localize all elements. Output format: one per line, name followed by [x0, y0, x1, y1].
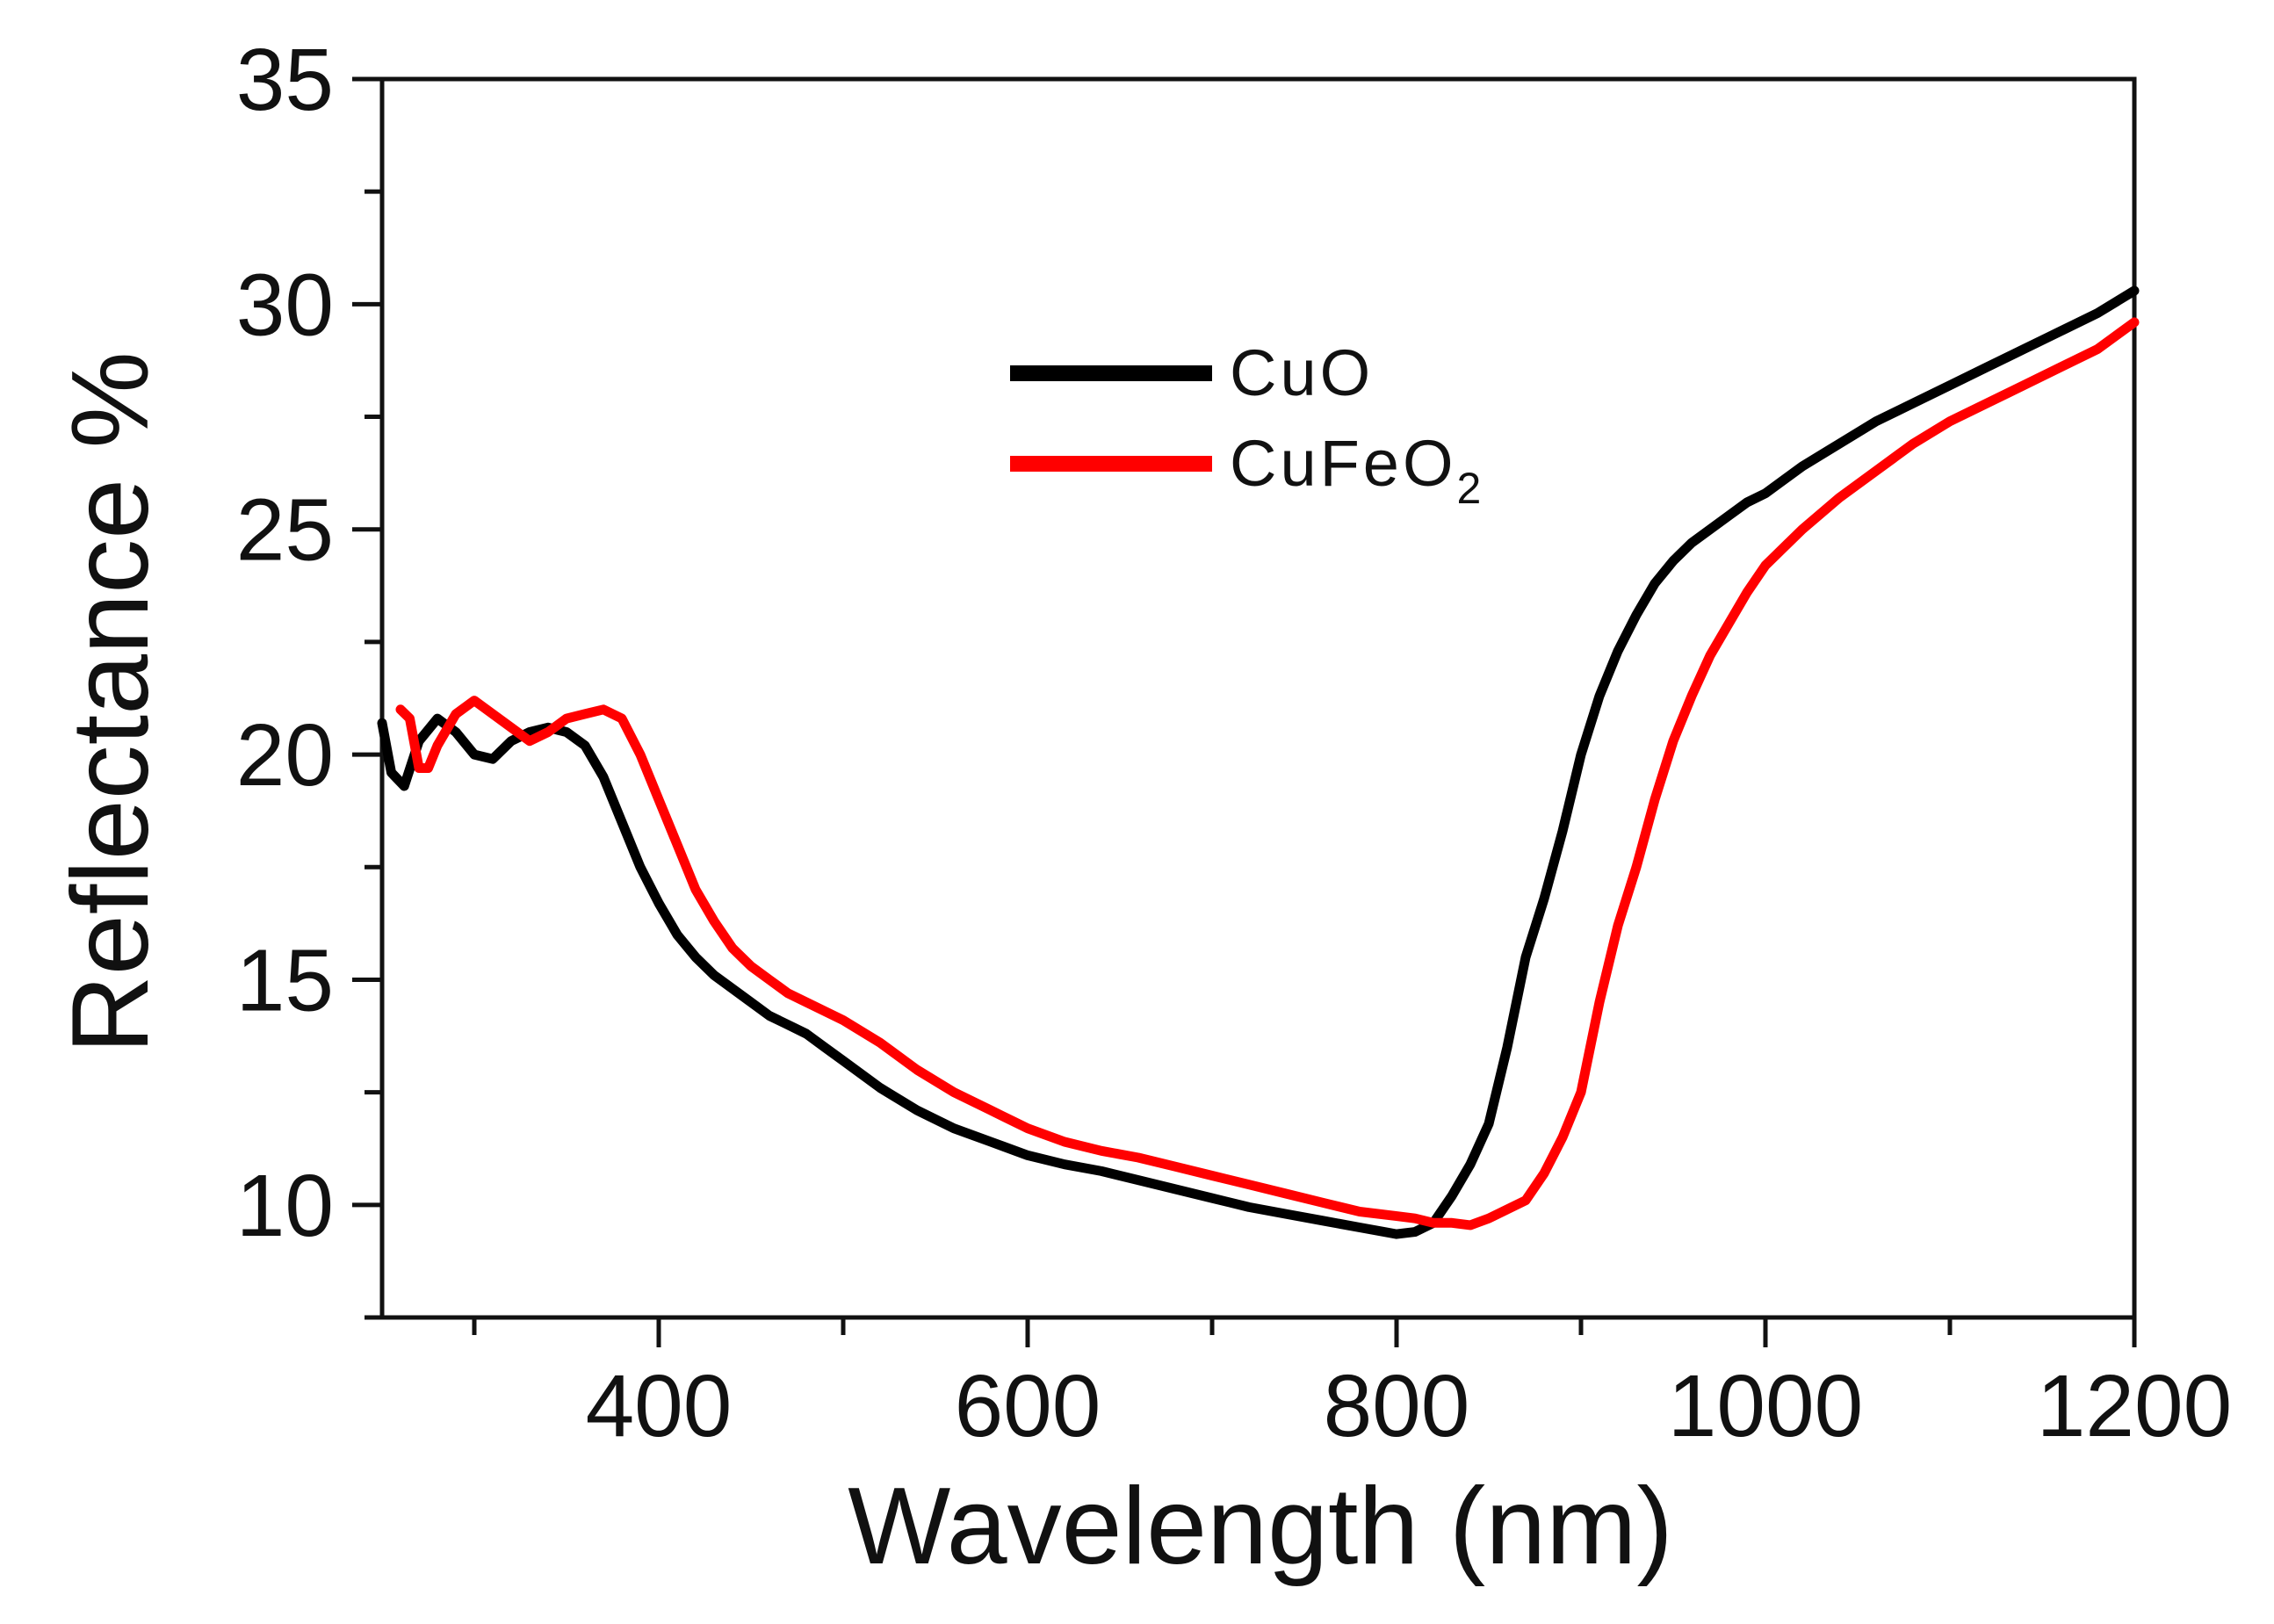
y-tick-label: 20	[236, 706, 334, 805]
x-tick-label: 400	[586, 1357, 733, 1455]
legend: CuO CuFeO2	[1010, 336, 1484, 513]
x-tick-label: 800	[1324, 1357, 1470, 1455]
data-series	[377, 285, 2140, 1239]
legend-label-cufeo2-subscript: 2	[1457, 464, 1485, 513]
y-tick-label: 25	[236, 481, 334, 580]
y-tick-label: 15	[236, 931, 334, 1029]
y-tick-label: 35	[236, 31, 334, 129]
y-axis-title: Reflectance %	[50, 351, 171, 1054]
x-tick-label: 1200	[2037, 1357, 2232, 1455]
y-tick-label: 30	[236, 256, 334, 354]
y-tick-label: 10	[236, 1157, 334, 1255]
series-line-cufeo2	[395, 317, 2140, 1231]
x-axis-title: Wavelength (nm)	[848, 1466, 1673, 1587]
legend-label-cufeo2-main: CuFeO	[1230, 427, 1457, 500]
x-tick-label: 1000	[1668, 1357, 1863, 1455]
legend-label-cufeo2: CuFeO2	[1230, 427, 1484, 513]
x-tick-label: 600	[955, 1357, 1101, 1455]
legend-label-cuo: CuO	[1230, 336, 1374, 409]
axes: 400 600 800 1000 1200 10 15 20 25 30 35	[236, 31, 2232, 1455]
plot-frame	[379, 76, 2137, 1320]
series-line-cuo	[377, 285, 2140, 1239]
